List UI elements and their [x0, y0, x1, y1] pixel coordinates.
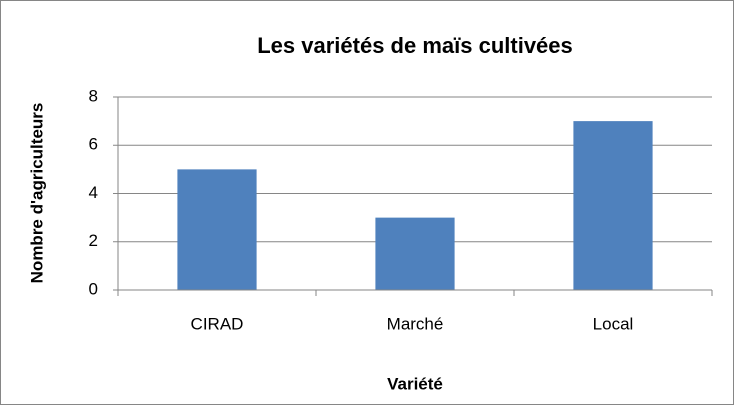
bar	[573, 121, 653, 290]
chart-title: Les variétés de maïs cultivées	[257, 33, 573, 58]
x-tick-label: Local	[593, 314, 634, 333]
x-axis-label: Variété	[387, 374, 443, 393]
x-tick-label: CIRAD	[191, 314, 244, 333]
y-tick-label: 6	[89, 135, 98, 154]
y-tick-label: 4	[89, 183, 98, 202]
y-axis-label: Nombre d'agriculteurs	[27, 103, 46, 284]
bar	[375, 217, 455, 290]
y-tick-label: 2	[89, 231, 98, 250]
bar	[177, 169, 257, 290]
y-tick-label: 0	[89, 279, 98, 298]
y-tick-label: 8	[89, 86, 98, 105]
x-tick-label: Marché	[387, 314, 444, 333]
